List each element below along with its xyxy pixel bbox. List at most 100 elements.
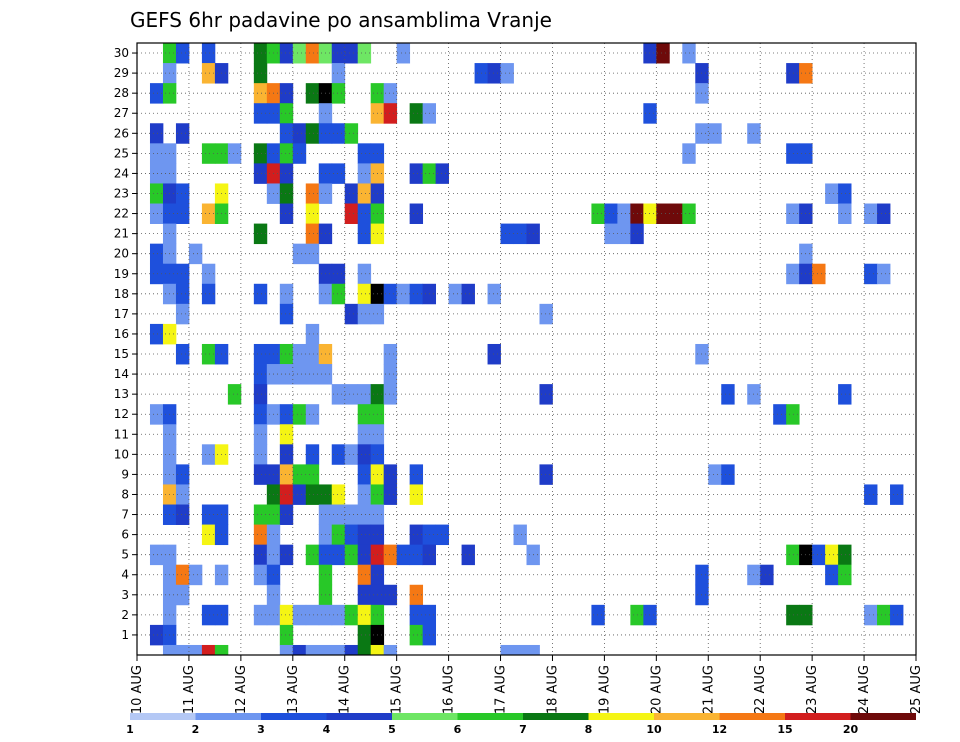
precip-cell	[786, 263, 800, 285]
precip-cell	[201, 263, 216, 285]
y-tick-label: 23	[114, 186, 129, 200]
precip-cell	[331, 123, 346, 144]
colorbar-label: 8	[585, 723, 593, 736]
precip-cell	[253, 103, 268, 124]
precip-cell	[396, 544, 411, 566]
precip-cell	[253, 223, 268, 245]
precip-cell	[305, 243, 320, 265]
precip-cell	[175, 123, 190, 144]
precip-cell	[279, 404, 294, 425]
precip-cell	[669, 203, 683, 224]
precip-cell	[344, 544, 359, 566]
colorbar-swatch	[654, 713, 720, 720]
precip-cell	[305, 43, 320, 64]
precip-cell	[292, 644, 307, 656]
precip-cell	[279, 183, 294, 204]
y-tick-label: 5	[121, 548, 129, 562]
precip-cell	[786, 63, 800, 84]
y-tick-label: 24	[114, 166, 129, 180]
precip-cell	[786, 143, 800, 164]
precip-cell	[513, 524, 527, 546]
precip-cell	[383, 584, 398, 606]
precip-cell	[825, 564, 839, 586]
precip-cell	[357, 444, 372, 465]
precip-cell	[201, 343, 216, 365]
precip-cell	[448, 283, 462, 305]
precip-cell	[357, 283, 372, 305]
precip-cell	[825, 544, 839, 566]
precip-cell	[344, 183, 359, 204]
y-tick-label: 7	[121, 508, 129, 522]
precip-cell	[175, 343, 190, 365]
precip-cell	[383, 544, 398, 566]
precip-cell	[409, 624, 424, 646]
precip-cell	[331, 644, 346, 656]
precip-cell	[175, 484, 190, 505]
precip-cell	[279, 544, 294, 566]
y-tick-label: 13	[114, 387, 129, 401]
precip-cell	[357, 303, 372, 325]
precip-cell	[357, 564, 372, 586]
colorbar-label: 10	[646, 723, 662, 736]
precip-cell	[357, 484, 372, 505]
y-tick-label: 19	[114, 267, 129, 281]
precip-cell	[357, 43, 372, 64]
precip-cell	[409, 464, 424, 485]
precip-cell	[357, 203, 372, 224]
precip-cell	[279, 464, 294, 485]
precip-cell	[344, 644, 359, 656]
precip-cell	[357, 624, 372, 646]
precip-cell	[201, 63, 216, 84]
precip-cell	[331, 83, 346, 104]
colorbar-swatch	[195, 713, 262, 720]
precip-cell	[344, 524, 359, 546]
precip-cell	[331, 283, 346, 305]
precip-cell	[149, 544, 164, 566]
precip-cell	[279, 283, 294, 305]
precip-cell	[175, 43, 190, 64]
precip-cell	[656, 43, 670, 64]
colorbar-swatch	[261, 713, 327, 720]
precip-cell	[344, 203, 359, 224]
precip-cell	[253, 424, 268, 445]
colorbar-label: 6	[454, 723, 462, 736]
precip-cell	[253, 524, 268, 546]
precip-cell	[279, 644, 294, 656]
x-tick-label: 11 AUG	[182, 665, 197, 714]
precip-cell	[279, 203, 294, 224]
precip-cell	[331, 444, 346, 465]
precip-cell	[175, 644, 190, 656]
colorbar-swatch	[588, 713, 655, 720]
precip-cell	[617, 203, 631, 224]
precip-cell	[864, 484, 878, 505]
precip-cell	[253, 283, 268, 305]
precip-cell	[344, 444, 359, 465]
precip-cell	[305, 223, 320, 245]
y-tick-label: 22	[114, 207, 129, 221]
precip-cell	[201, 43, 216, 64]
precip-cell	[773, 404, 787, 425]
precip-cell	[357, 544, 372, 566]
precip-cell	[383, 83, 398, 104]
precip-cell	[643, 604, 657, 626]
precip-cell	[253, 343, 268, 365]
precip-cell	[383, 464, 398, 485]
precip-cell	[513, 644, 527, 656]
chart-title: GEFS 6hr padavine po ansamblima Vranje	[130, 8, 552, 32]
precip-cell	[396, 283, 411, 305]
precip-cell	[227, 143, 242, 164]
precip-cell	[175, 263, 190, 285]
precip-cell	[175, 183, 190, 204]
colorbar-label: 4	[323, 723, 331, 736]
precip-cell	[838, 183, 852, 204]
heatmap-cells	[149, 43, 904, 656]
precip-cell	[175, 283, 190, 305]
precip-cell	[786, 544, 800, 566]
plot-frame	[136, 42, 917, 656]
x-tick-label: 13 AUG	[286, 665, 301, 714]
precip-cell	[279, 123, 294, 144]
colorbar-label: 15	[777, 723, 792, 736]
precip-cell	[175, 303, 190, 325]
precip-cell	[877, 604, 891, 626]
